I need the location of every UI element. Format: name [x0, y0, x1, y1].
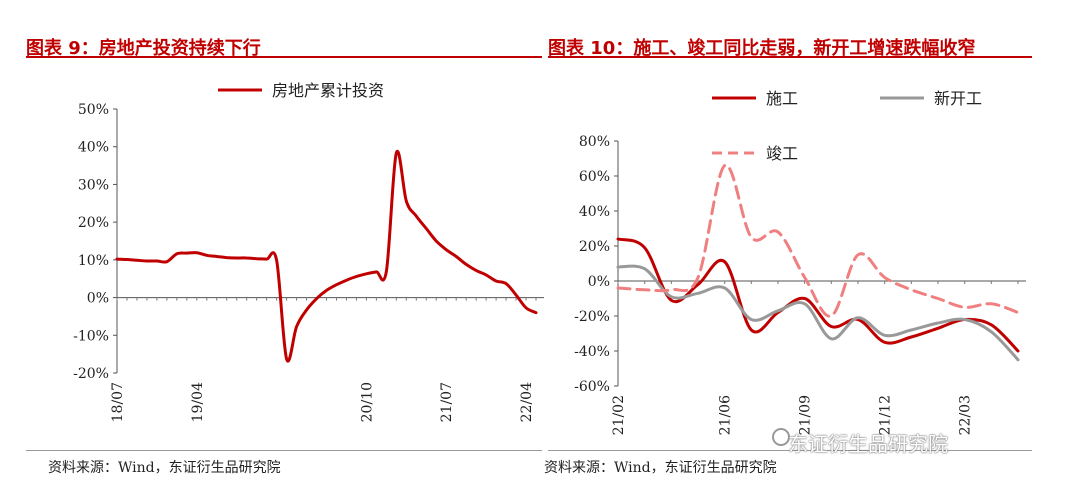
right-chart-xtick-label: 22/03 [958, 395, 974, 435]
left-chart-xtick-label: 21/07 [439, 382, 455, 422]
right-chart-xtick-label: 21/02 [611, 395, 627, 435]
right-chart-title: 图表 10：施工、竣工同比走弱，新开工增速跌幅收窄 [548, 38, 976, 59]
left-chart-xtick-label: 18/07 [110, 382, 126, 422]
left-source-rule [26, 450, 542, 451]
left-source-note: 资料来源：Wind，东证衍生品研究院 [48, 460, 281, 476]
left-chart-xtick-label: 19/04 [190, 382, 206, 422]
right-chart-ytick-label: 80% [579, 134, 610, 150]
right-chart-xtick-label: 21/09 [798, 395, 814, 435]
left-chart-xtick-label: 22/04 [519, 382, 535, 422]
right-chart-ytick-label: -60% [574, 379, 610, 395]
right-source-note: 资料来源：Wind，东证衍生品研究院 [544, 460, 777, 476]
left-chart-xtick-label: 20/10 [359, 382, 375, 422]
left-chart-plot: 50% 40% 30% 20% 10% 0% -10% -20%18/07 19/04 20/10… [73, 81, 544, 422]
left-chart-ytick-label: 10% [78, 253, 109, 269]
right-title-rule [548, 56, 1032, 58]
right-source-rule [548, 450, 1032, 451]
left-chart-ytick-label: -10% [73, 328, 109, 344]
left-chart-ytick-label: -20% [73, 366, 109, 382]
left-chart-legend-label: 房地产累计投资 [272, 81, 384, 100]
left-chart-ytick-label: 0% [87, 291, 109, 307]
right-chart-ytick-label: 60% [579, 169, 610, 185]
right-chart-series-line-3 [616, 163, 1020, 318]
left-title-rule [26, 56, 542, 58]
watermark-text: 东证衍生品研究院 [788, 432, 948, 456]
left-chart-ytick-label: 50% [78, 102, 109, 118]
right-chart-legend-label: 施工 [766, 89, 798, 108]
right-chart-ytick-label: -20% [574, 309, 610, 325]
left-chart-series-line-1 [115, 149, 538, 363]
right-chart-legend-label: 竣工 [766, 144, 798, 163]
right-chart-series-line-2 [616, 264, 1020, 362]
right-chart-legend-label: 新开工 [934, 89, 982, 108]
right-chart-ytick-label: 40% [579, 204, 610, 220]
right-chart-xtick-label: 21/12 [878, 395, 894, 435]
wechat-icon [772, 428, 790, 446]
left-chart-ytick-label: 20% [78, 215, 109, 231]
right-chart-series-line-1 [616, 237, 1020, 353]
left-chart-ytick-label: 40% [78, 140, 109, 156]
left-chart-ytick-label: 30% [78, 177, 109, 193]
left-chart-title: 图表 9：房地产投资持续下行 [26, 38, 261, 59]
right-chart-xtick-label: 21/06 [718, 395, 734, 435]
right-chart-ytick-label: 20% [579, 239, 610, 255]
right-chart-plot: 80% 60% 40% 20% 0% -20% -40% -60%21/02 21/06 21/0… [574, 89, 1026, 435]
right-chart-ytick-label: 0% [588, 274, 610, 290]
right-chart-ytick-label: -40% [574, 344, 610, 360]
